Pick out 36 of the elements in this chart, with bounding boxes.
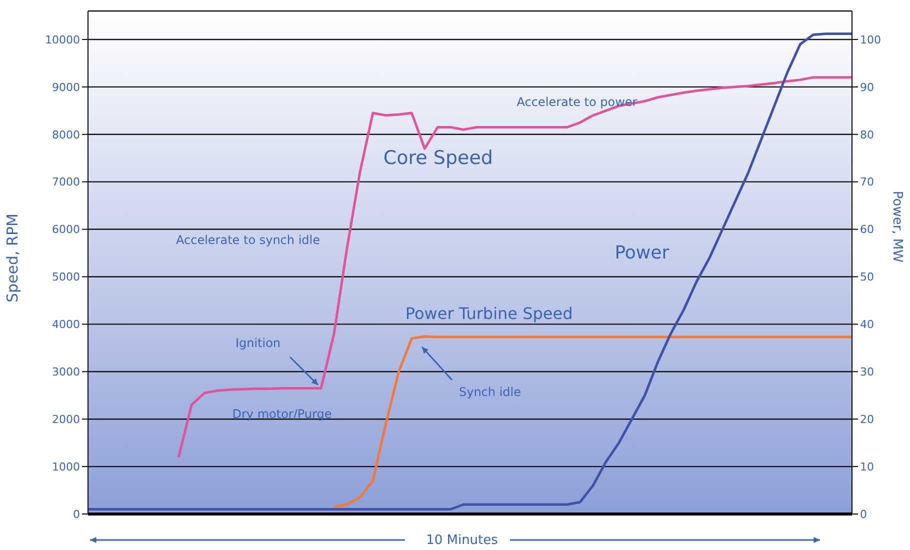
- y-tick-label: 1000: [52, 460, 80, 474]
- series-label: Power Turbine Speed: [405, 304, 573, 323]
- y-axis-title: Speed, RPM: [3, 214, 22, 302]
- annotation: Dry motor/Purge: [232, 407, 332, 421]
- y2-tick-label: 80: [860, 128, 874, 142]
- y-tick-label: 5000: [52, 270, 80, 284]
- line-series: [86, 32, 854, 511]
- annotation: Synch idle: [458, 385, 522, 399]
- y2-tick-label: 20: [860, 413, 874, 426]
- series-label: Core Speed: [383, 147, 493, 170]
- y-tick-label: 7000: [52, 176, 80, 189]
- series-label: Power: [614, 242, 670, 264]
- y2-tick-label: 90: [860, 80, 874, 94]
- annotation: Accelerate to synch idle: [176, 233, 320, 247]
- y-tick-label: 4000: [52, 318, 80, 332]
- line-series: [332, 335, 854, 508]
- y-tick-label: 0: [73, 508, 80, 521]
- y2-tick-label: 100: [860, 33, 881, 46]
- y-tick-label: 9000: [52, 80, 80, 94]
- y2-axis-title: Power, MW: [889, 190, 904, 263]
- annotation: Accelerate to power: [516, 95, 638, 109]
- y2-tick-label: 60: [860, 223, 874, 236]
- y-tick-label: 8000: [52, 128, 80, 142]
- y-tick-label: 6000: [52, 223, 80, 236]
- y2-tick-label: 10: [860, 460, 874, 474]
- y2-tick-label: 30: [860, 366, 874, 379]
- x-axis-title: 10 Minutes: [426, 533, 498, 548]
- y2-tick-label: 50: [860, 270, 874, 284]
- y-tick-label: 10000: [45, 33, 80, 46]
- y-tick-label: 3000: [52, 366, 80, 379]
- y2-tick-label: 0: [860, 508, 867, 521]
- y2-tick-label: 70: [860, 176, 874, 189]
- annotation: Ignition: [235, 336, 281, 350]
- line-series: [177, 76, 854, 458]
- y-tick-label: 2000: [52, 413, 80, 426]
- y2-tick-label: 40: [860, 318, 874, 332]
